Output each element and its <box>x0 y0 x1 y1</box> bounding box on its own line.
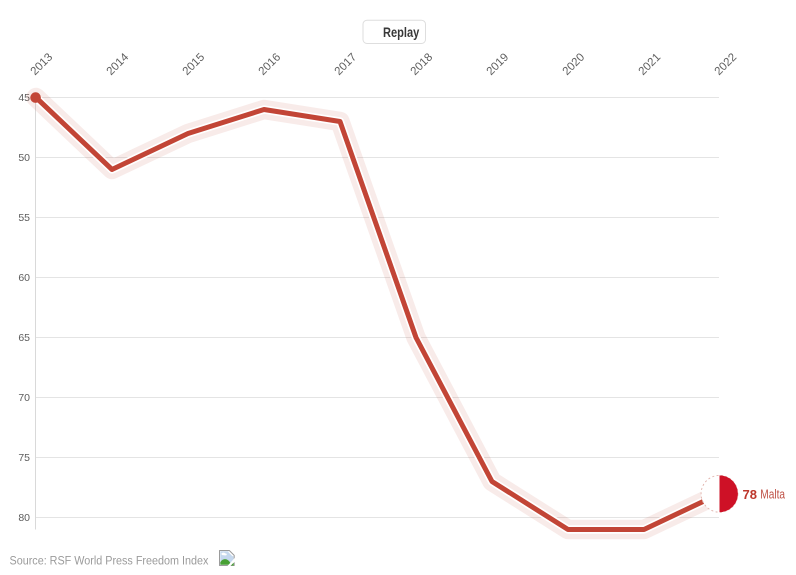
svg-text:2016: 2016 <box>257 51 284 78</box>
svg-text:2018: 2018 <box>409 51 436 78</box>
svg-text:2015: 2015 <box>181 51 208 78</box>
svg-text:70: 70 <box>18 392 30 404</box>
svg-text:45: 45 <box>18 92 30 104</box>
svg-text:2017: 2017 <box>333 51 360 78</box>
svg-text:65: 65 <box>18 332 30 344</box>
svg-text:75: 75 <box>18 452 30 464</box>
svg-text:Source: RSF World Press Freedo: Source: RSF World Press Freedom Index <box>10 555 209 568</box>
svg-text:50: 50 <box>18 152 30 164</box>
svg-text:2022: 2022 <box>713 51 740 78</box>
svg-text:Replay: Replay <box>383 25 419 40</box>
svg-text:2014: 2014 <box>105 51 132 78</box>
svg-text:55: 55 <box>18 212 30 224</box>
svg-text:Malta: Malta <box>760 489 785 502</box>
svg-text:2019: 2019 <box>485 51 512 78</box>
svg-text:2020: 2020 <box>561 51 588 78</box>
svg-text:2021: 2021 <box>637 51 664 78</box>
svg-text:2013: 2013 <box>29 51 56 78</box>
svg-text:80: 80 <box>18 512 30 524</box>
svg-text:60: 60 <box>18 272 30 284</box>
svg-text:78: 78 <box>743 487 757 502</box>
